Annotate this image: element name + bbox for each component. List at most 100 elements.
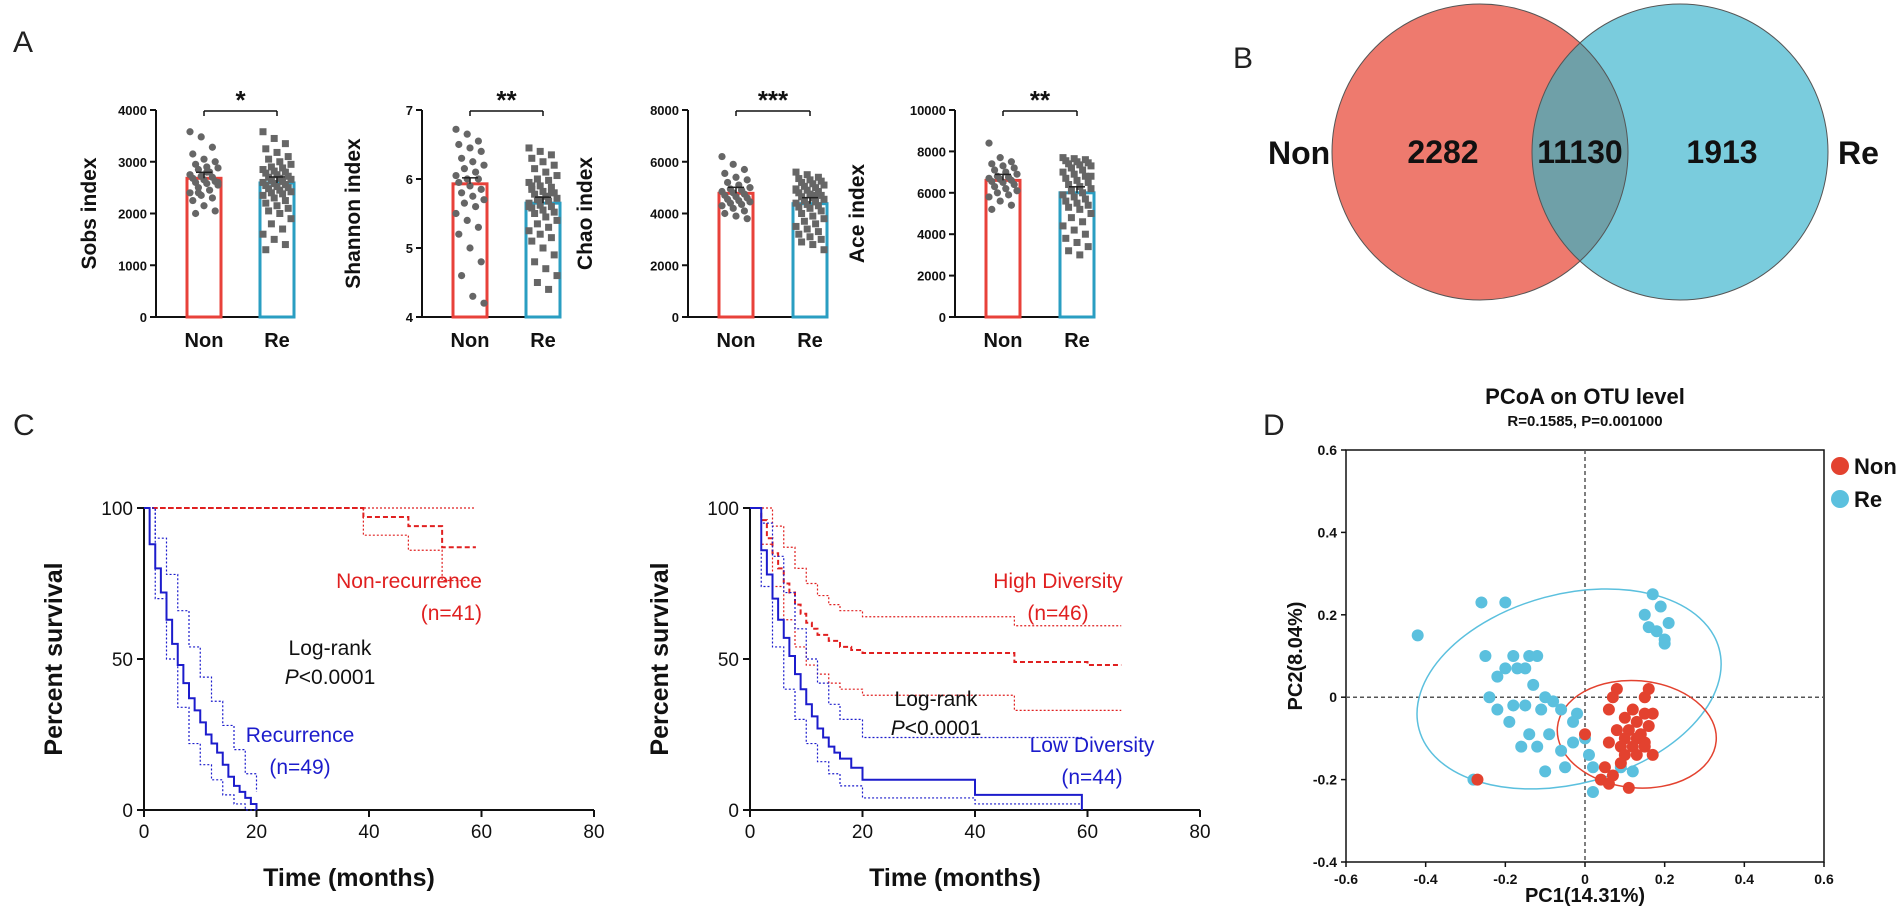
data-point-re (1586, 785, 1599, 798)
data-point-re (542, 213, 550, 221)
ci-upper-low-diversity (750, 507, 1082, 739)
y-tick-label: 6 (406, 172, 413, 187)
data-point-non (740, 207, 749, 215)
y-tick-label: 4 (406, 310, 414, 325)
data-point-re (1527, 678, 1540, 691)
data-point-non (469, 158, 477, 166)
data-point-re (1582, 748, 1595, 761)
data-point-re (820, 181, 828, 189)
km-plot-diversity: 0 20 40 60 80 0 50 100 Time (months) Percent surv… (646, 499, 1211, 892)
data-point-non (724, 178, 732, 187)
data-point-re (809, 212, 817, 220)
p-value: <0.0001 (905, 717, 982, 740)
y-tick-label: 0 (140, 310, 147, 325)
survival-curve-recurrence (144, 507, 258, 810)
data-point-re (281, 197, 289, 205)
data-point-non (1002, 185, 1010, 193)
data-point-re (539, 158, 547, 166)
p-symbol: P (891, 717, 905, 740)
data-point-re (1087, 210, 1095, 217)
data-point-non (206, 186, 214, 194)
data-point-re (550, 208, 558, 216)
data-point-non (472, 168, 480, 176)
data-point-re (1062, 197, 1070, 205)
data-point-re (814, 188, 822, 196)
data-point-re (1070, 226, 1078, 234)
data-point-re (525, 144, 533, 152)
data-point-re (1547, 695, 1560, 708)
data-point-non (1646, 707, 1659, 720)
ace-index-chart: 0 2000 4000 6000 8000 10000 Ace index Non Re ** (846, 85, 1096, 352)
data-point-non (477, 185, 485, 193)
data-point-re (1059, 222, 1067, 230)
data-point-re (1499, 596, 1512, 609)
data-point-non (197, 133, 205, 141)
data-point-re (800, 197, 808, 205)
data-point-re (270, 167, 278, 175)
venn-count-re-only: 1913 (1686, 134, 1757, 170)
km-plot-recurrence: 0 20 40 60 80 0 50 100 Time (months) Percent surv… (40, 499, 605, 892)
data-point-re (1567, 715, 1580, 728)
data-point-re (1559, 761, 1572, 774)
y-tick-label: 100 (707, 499, 739, 520)
data-point-non (477, 147, 485, 155)
data-point-re (1067, 214, 1075, 222)
data-point-non (721, 169, 729, 177)
data-point-non (189, 150, 197, 158)
y-axis-title: Ace index (846, 164, 869, 264)
data-point-re (803, 200, 811, 208)
data-point-non (1618, 711, 1631, 724)
y-tick-label: 0.2 (1318, 607, 1338, 623)
data-point-re (814, 228, 822, 236)
data-point-re (1070, 170, 1078, 178)
data-point-re (531, 258, 539, 266)
data-point-non (1642, 720, 1655, 733)
data-point-non (721, 209, 729, 218)
y-tick-label: 2000 (650, 258, 679, 273)
data-point-non (211, 207, 219, 215)
data-point-non (740, 165, 749, 174)
data-point-re (276, 210, 284, 217)
data-point-non (463, 216, 471, 224)
data-point-re (1543, 728, 1556, 741)
data-point-re (1519, 699, 1532, 712)
logrank-label: Log-rank (289, 637, 372, 660)
data-point-re (265, 185, 273, 193)
data-point-non (1013, 187, 1021, 195)
x-tick-label: -0.2 (1493, 871, 1517, 887)
data-point-non (999, 178, 1007, 187)
data-point-re (1479, 650, 1492, 662)
data-point-re (279, 164, 287, 172)
data-point-non (455, 178, 463, 187)
data-point-non (1471, 773, 1484, 786)
x-tick-label: 40 (964, 822, 985, 843)
data-point-re (803, 171, 811, 179)
data-point-re (267, 189, 275, 197)
data-point-re (1087, 162, 1095, 170)
data-point-non (1005, 191, 1013, 199)
data-point-non (200, 155, 208, 163)
data-point-re (525, 203, 533, 211)
data-point-re (1079, 189, 1087, 197)
data-point-re (539, 206, 547, 214)
data-point-re (287, 215, 295, 223)
data-point-re (259, 128, 267, 136)
data-point-re (812, 191, 820, 199)
data-point-re (1535, 703, 1548, 716)
venn-count-non-only: 2282 (1407, 134, 1478, 170)
data-point-re (545, 223, 553, 231)
y-axis-title: Percent survival (646, 562, 674, 755)
data-point-re (1650, 625, 1663, 638)
data-point-non (452, 125, 460, 133)
x-tick-label: 0 (139, 822, 150, 843)
data-point-re (1065, 181, 1073, 189)
data-point-re (287, 188, 295, 196)
x-axis-title: Time (months) (869, 864, 1041, 892)
data-point-re (259, 166, 267, 174)
data-point-non (194, 189, 202, 197)
y-tick-label: 50 (112, 650, 133, 671)
data-point-non (452, 209, 460, 218)
data-point-non (480, 161, 488, 169)
data-point-non (1630, 715, 1643, 728)
data-point-re (806, 204, 814, 212)
